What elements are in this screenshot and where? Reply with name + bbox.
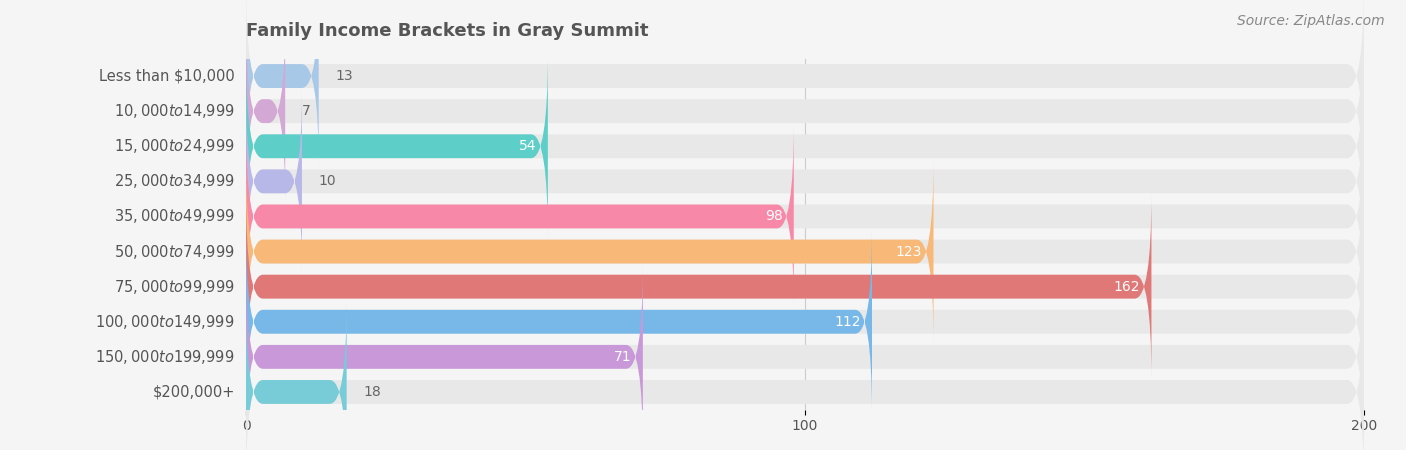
FancyBboxPatch shape (246, 264, 1364, 450)
FancyBboxPatch shape (246, 88, 302, 274)
Text: $25,000 to $34,999: $25,000 to $34,999 (114, 172, 235, 190)
FancyBboxPatch shape (246, 299, 1364, 450)
Text: 10: 10 (319, 174, 336, 189)
Text: $35,000 to $49,999: $35,000 to $49,999 (114, 207, 235, 225)
FancyBboxPatch shape (246, 194, 1364, 380)
Text: 98: 98 (765, 209, 783, 224)
Text: Less than $10,000: Less than $10,000 (98, 68, 235, 84)
Text: $200,000+: $200,000+ (152, 384, 235, 400)
Text: $15,000 to $24,999: $15,000 to $24,999 (114, 137, 235, 155)
Text: 13: 13 (336, 69, 353, 83)
Text: 162: 162 (1114, 279, 1140, 294)
FancyBboxPatch shape (246, 229, 1364, 415)
Text: 7: 7 (302, 104, 311, 118)
FancyBboxPatch shape (246, 229, 872, 415)
Text: 112: 112 (834, 315, 860, 329)
Text: Source: ZipAtlas.com: Source: ZipAtlas.com (1237, 14, 1385, 27)
Text: 123: 123 (896, 244, 922, 259)
Text: 71: 71 (614, 350, 631, 364)
FancyBboxPatch shape (246, 158, 934, 345)
FancyBboxPatch shape (246, 0, 1364, 169)
FancyBboxPatch shape (246, 18, 1364, 204)
Text: $75,000 to $99,999: $75,000 to $99,999 (114, 278, 235, 296)
Text: $50,000 to $74,999: $50,000 to $74,999 (114, 243, 235, 261)
FancyBboxPatch shape (246, 0, 319, 169)
FancyBboxPatch shape (246, 88, 1364, 274)
Text: 18: 18 (363, 385, 381, 399)
FancyBboxPatch shape (246, 53, 548, 239)
FancyBboxPatch shape (246, 158, 1364, 345)
FancyBboxPatch shape (246, 264, 643, 450)
Text: 54: 54 (519, 139, 537, 153)
Text: $150,000 to $199,999: $150,000 to $199,999 (96, 348, 235, 366)
FancyBboxPatch shape (246, 18, 285, 204)
FancyBboxPatch shape (246, 194, 1152, 380)
FancyBboxPatch shape (246, 123, 794, 310)
Text: $10,000 to $14,999: $10,000 to $14,999 (114, 102, 235, 120)
FancyBboxPatch shape (246, 53, 1364, 239)
FancyBboxPatch shape (246, 299, 347, 450)
Text: Family Income Brackets in Gray Summit: Family Income Brackets in Gray Summit (246, 22, 648, 40)
Text: $100,000 to $149,999: $100,000 to $149,999 (96, 313, 235, 331)
FancyBboxPatch shape (246, 123, 1364, 310)
